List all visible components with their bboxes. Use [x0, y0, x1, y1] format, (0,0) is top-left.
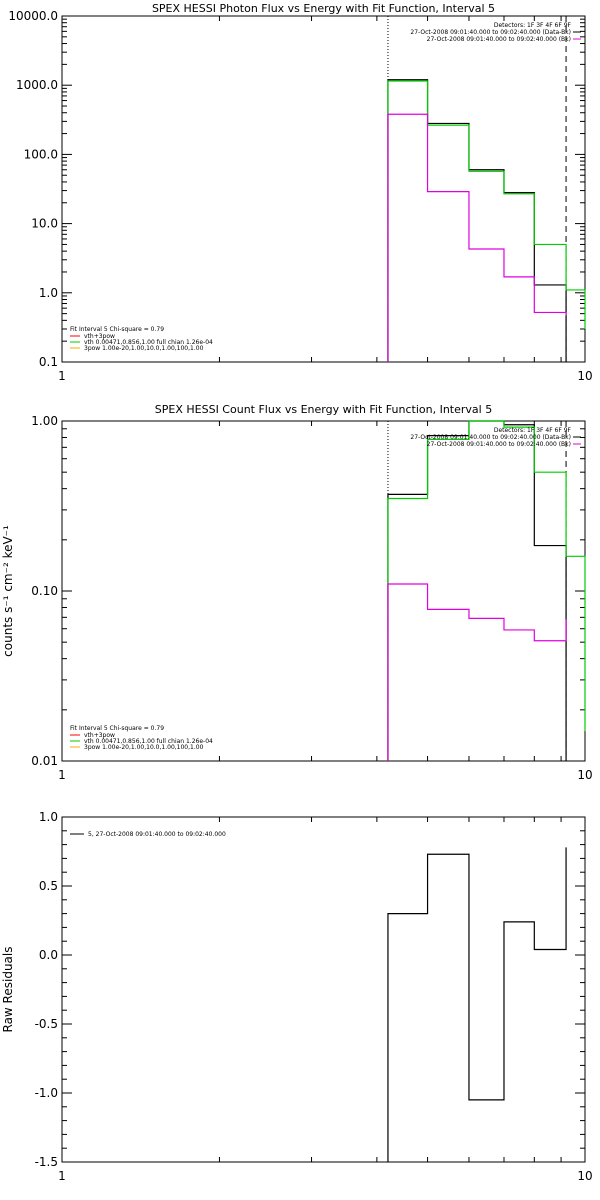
legend-bottom-header: Fit Interval 5 Chi-square = 0.79: [70, 326, 164, 333]
legend-top-entry: 5, 27-Oct-2008 09:01:40.000 to 09:02:40.…: [88, 831, 226, 838]
plot-frame: [61, 420, 586, 762]
legend-top-entry: 27-Oct-2008 09:01:40.000 to 09:02:40.000…: [427, 36, 571, 43]
series-bk: [387, 113, 567, 362]
y-tick-label: 0.10: [31, 584, 58, 598]
y-tick-label: 1.0: [39, 810, 58, 824]
chart-title: SPEX HESSI Photon Flux vs Energy with Fi…: [152, 2, 495, 15]
residuals-panel: Raw Residuals 1 10 -1.5 -1.0 -0.5 0.0 0.5 1.0 5, …: [1, 810, 593, 1183]
legend-bottom-entry: 3pow 1.00e-20,1.00,10.0,1.00,100,1.00: [84, 345, 204, 352]
count-flux-panel: SPEX HESSI Count Flux vs Energy with Fit…: [1, 403, 593, 782]
legend-bottom-header: Fit Interval 5 Chi-square = 0.79: [70, 725, 164, 732]
y-tick-label: -1.5: [35, 1155, 58, 1169]
legend-bottom-entry: vth+3pow: [84, 333, 115, 340]
x-tick-label: 10: [577, 768, 592, 782]
plot-frame: [61, 15, 586, 363]
y-tick-label: 0.5: [39, 879, 58, 893]
y-axis-label: counts s⁻¹ cm⁻² keV⁻¹: [1, 525, 15, 657]
legend-top-entry: Detectors: 1F 3F 4F 6F 9F: [494, 22, 572, 29]
x-tick-label: 1: [58, 369, 66, 383]
y-tick-label: 1000.0: [16, 78, 58, 92]
series-vth-3pow: [387, 420, 586, 761]
legend-bottom-entry: vth 0.00471,0.856,1.00 full chian 1.26e-…: [84, 339, 213, 346]
chart-title: SPEX HESSI Count Flux vs Energy with Fit…: [155, 403, 492, 416]
y-tick-label: 0.0: [39, 948, 58, 962]
legend-bottom-entry: 3pow 1.00e-20,1.00,10.0,1.00,100,1.00: [84, 744, 204, 751]
legend-top-entry: 27-Oct-2008 09:01:40.000 to 09:02:40.000…: [410, 434, 571, 441]
plot-frame: [61, 816, 586, 1163]
series-5-27-oct-2008-09-01-40-000-to-09-02-40-000: [387, 847, 567, 1162]
y-tick-label: -0.5: [35, 1017, 58, 1031]
y-tick-label: -1.0: [35, 1086, 58, 1100]
legend-bottom-entry: vth+3pow: [84, 732, 115, 739]
y-tick-label: 1.0: [39, 286, 58, 300]
photon-flux-panel: SPEX HESSI Photon Flux vs Energy with Fi…: [8, 2, 592, 383]
series-bk: [387, 583, 567, 761]
x-tick-label: 10: [577, 369, 592, 383]
y-tick-label: 100.0: [24, 147, 58, 161]
x-tick-label: 10: [577, 1169, 592, 1183]
x-tick-label: 1: [58, 1169, 66, 1183]
y-tick-label: 10.0: [31, 217, 58, 231]
x-tick-label: 1: [58, 768, 66, 782]
y-tick-label: 0.1: [39, 355, 58, 369]
series-vth-3pow: [387, 80, 586, 362]
legend-top-entry: 27-Oct-2008 09:01:40.000 to 09:02:40.000…: [410, 29, 571, 36]
legend-bottom-entry: vth 0.00471,0.856,1.00 full chian 1.26e-…: [84, 738, 213, 745]
legend-top-entry: Detectors: 1F 3F 4F 6F 9F: [494, 427, 572, 434]
y-tick-label: 0.01: [31, 754, 58, 768]
y-axis-label: Raw Residuals: [1, 947, 15, 1033]
series-data-bk: [387, 79, 567, 362]
y-tick-label: 1.00: [31, 414, 58, 428]
y-tick-label: 10000.0: [8, 9, 58, 23]
legend-top-entry: 27-Oct-2008 09:01:40.000 to 09:02:40.000…: [427, 441, 571, 448]
